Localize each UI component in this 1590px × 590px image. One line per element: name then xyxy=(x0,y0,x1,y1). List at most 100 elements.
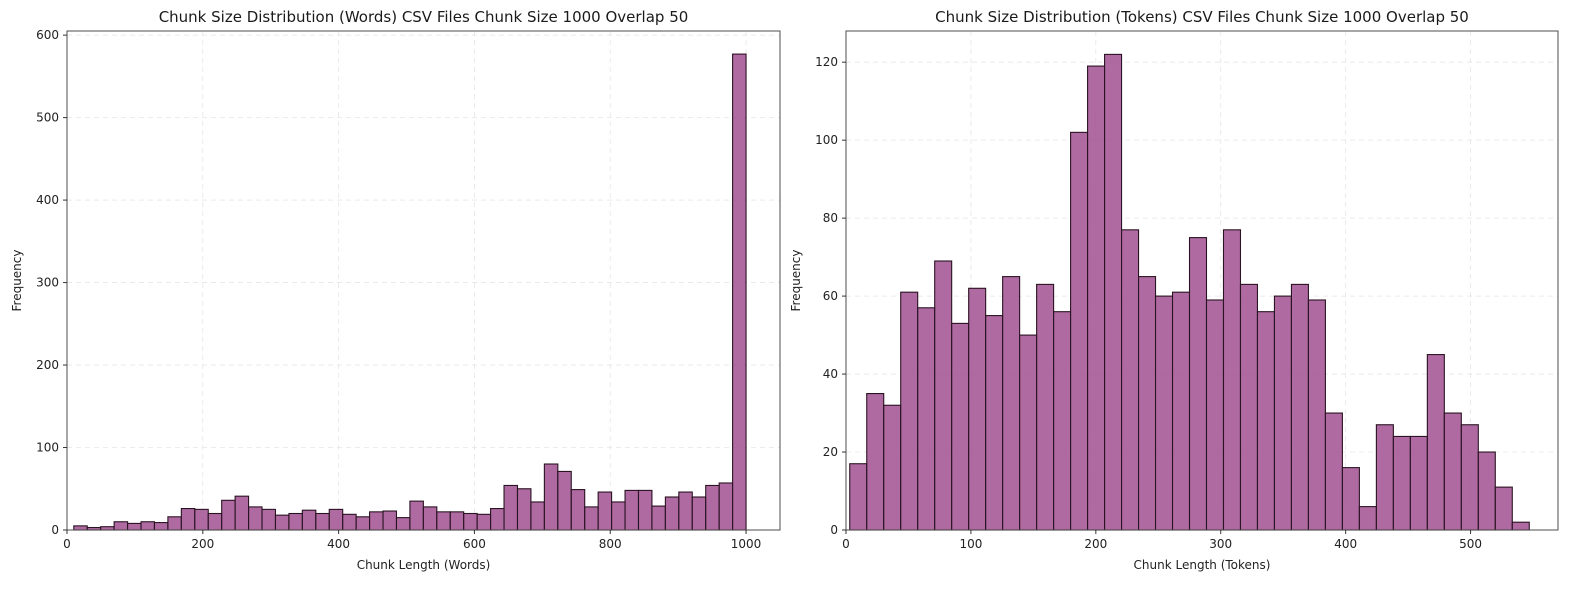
y-tick-label: 100 xyxy=(36,441,59,455)
words-histogram: 0 200 400 600 800 1000 0 100 200 300 400 500 600 Chun… xyxy=(10,8,781,572)
x-tick-label: 0 xyxy=(842,537,850,551)
histogram-bar xyxy=(584,506,599,531)
histogram-bar xyxy=(1443,412,1462,531)
histogram-bar xyxy=(503,484,519,531)
y-tick-label: 100 xyxy=(815,133,838,147)
histogram-bar xyxy=(140,521,156,531)
histogram-bar xyxy=(985,315,1004,531)
histogram-bar xyxy=(849,463,868,531)
histogram-bar xyxy=(395,517,411,531)
histogram-bar xyxy=(570,489,586,531)
x-axis-label: Chunk Length (Tokens) xyxy=(1134,558,1271,572)
histogram-bar xyxy=(543,463,559,531)
x-tick-label: 600 xyxy=(463,537,486,551)
histogram-bar xyxy=(1273,295,1292,531)
y-axis-label: Frequency xyxy=(10,250,24,312)
histogram-bar xyxy=(194,508,209,531)
y-tick-label: 80 xyxy=(823,211,838,225)
histogram-bar xyxy=(951,322,970,531)
histogram-bar xyxy=(1409,435,1428,531)
histogram-bar xyxy=(248,506,263,531)
histogram-bar xyxy=(180,508,196,531)
histogram-bar xyxy=(436,511,451,531)
histogram-bar xyxy=(490,508,505,531)
histogram-bar xyxy=(1104,53,1123,531)
histogram-bar xyxy=(1053,311,1072,531)
histogram-bar xyxy=(900,291,919,531)
histogram-bar xyxy=(1171,291,1191,531)
histogram-bar xyxy=(207,512,223,531)
histogram-bar xyxy=(127,522,142,531)
histogram-bar xyxy=(1070,131,1089,531)
y-axis-label: Frequency xyxy=(789,250,803,312)
x-tick-label: 100 xyxy=(959,537,982,551)
histogram-bar xyxy=(369,511,384,531)
histogram-bar xyxy=(664,496,680,531)
histogram-bar xyxy=(1290,283,1309,531)
histogram-bar xyxy=(1307,299,1326,531)
x-tick-label: 200 xyxy=(1084,537,1107,551)
histogram-bar xyxy=(73,525,88,531)
histogram-bar xyxy=(1324,412,1343,531)
chart-title: Chunk Size Distribution (Tokens) CSV Fil… xyxy=(935,8,1469,26)
histogram-bar xyxy=(530,501,545,531)
histogram-bar xyxy=(637,489,653,531)
histogram-bar xyxy=(1002,276,1021,531)
histogram-bar xyxy=(463,512,478,531)
histogram-bar xyxy=(288,512,303,531)
histogram-bar xyxy=(1205,299,1225,531)
histogram-bar xyxy=(1087,65,1106,531)
x-tick-label: 1000 xyxy=(731,537,762,551)
histogram-bar xyxy=(934,260,953,531)
histogram-bar xyxy=(1494,486,1513,531)
histogram-bar xyxy=(153,522,169,531)
y-tick-label: 600 xyxy=(36,28,59,42)
y-tick-label: 400 xyxy=(36,193,59,207)
histogram-bar xyxy=(301,509,317,531)
histogram-bar xyxy=(968,287,987,531)
histogram-bar xyxy=(1375,424,1394,531)
histogram-bar xyxy=(1511,521,1530,531)
y-tick-label: 40 xyxy=(823,367,838,381)
histogram-bar xyxy=(274,514,290,531)
histogram-bar xyxy=(113,521,129,531)
x-tick-label: 800 xyxy=(599,537,622,551)
histogram-bar xyxy=(1137,276,1157,531)
histogram-bar xyxy=(355,516,371,531)
x-tick-label: 400 xyxy=(327,537,350,551)
x-tick-label: 500 xyxy=(1459,537,1482,551)
histogram-bar xyxy=(624,489,640,531)
histogram-bar xyxy=(167,516,182,531)
x-tick-label: 300 xyxy=(1209,537,1232,551)
histogram-bar xyxy=(449,511,465,531)
histogram-bar xyxy=(261,508,277,531)
histogram-bar xyxy=(1154,295,1174,531)
y-tick-label: 60 xyxy=(823,289,838,303)
y-tick-label: 120 xyxy=(815,55,838,69)
x-tick-label: 200 xyxy=(191,537,214,551)
plot-frame xyxy=(66,30,781,531)
y-tick-label: 300 xyxy=(36,276,59,290)
histogram-bar xyxy=(328,508,344,531)
histogram-bar xyxy=(883,404,902,531)
histogram-bar xyxy=(1341,467,1360,531)
histogram-bar xyxy=(1256,311,1275,531)
histogram-bar xyxy=(1121,229,1140,531)
histogram-bar xyxy=(597,491,613,531)
histogram-bar xyxy=(476,513,492,531)
histogram-bar xyxy=(315,512,330,531)
y-tick-label: 0 xyxy=(51,523,59,537)
x-tick-label: 400 xyxy=(1334,537,1357,551)
histogram-bar xyxy=(1358,506,1377,531)
histogram-bar xyxy=(342,513,357,531)
x-axis-label: Chunk Length (Words) xyxy=(357,558,491,572)
histogram-bar xyxy=(718,482,734,531)
x-tick-label: 0 xyxy=(63,537,71,551)
y-tick-label: 0 xyxy=(830,523,838,537)
y-tick-label: 20 xyxy=(823,445,838,459)
histogram-bar xyxy=(651,505,666,531)
histogram-bar xyxy=(1477,451,1496,531)
y-tick-label: 200 xyxy=(36,358,59,372)
histogram-bar xyxy=(1392,435,1411,531)
